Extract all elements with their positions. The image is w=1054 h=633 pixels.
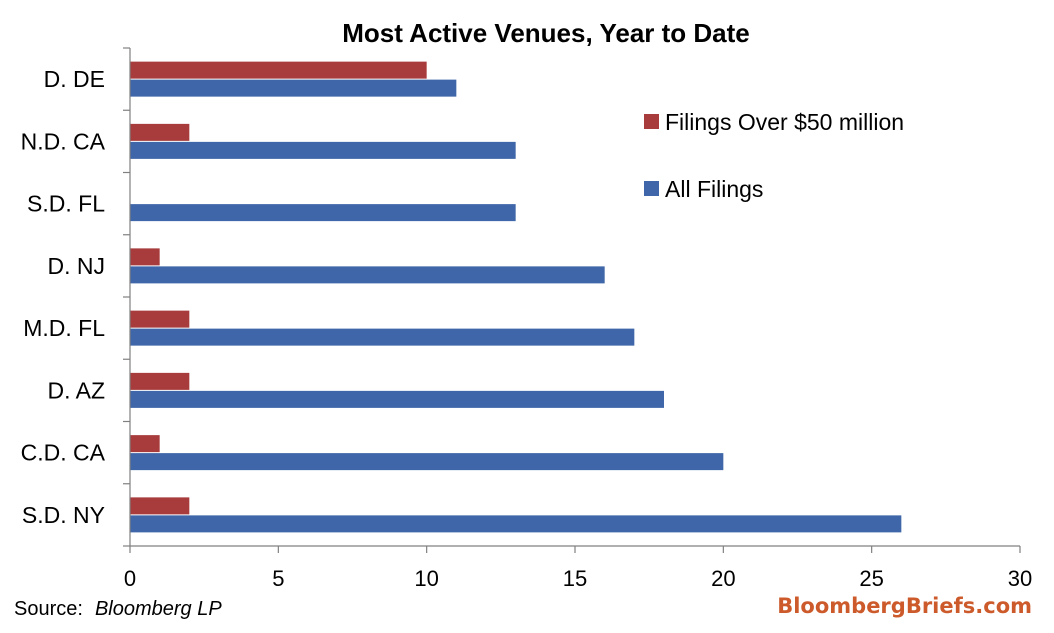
category-label: D. DE [44,66,105,92]
bar-over-50m-5 [130,372,190,390]
x-tick-label: 25 [859,566,883,591]
brand-watermark: BloombergBriefs.com [777,594,1032,618]
bar-over-50m-3 [130,248,160,266]
bar-all-filings-3 [130,266,605,284]
bar-over-50m-4 [130,310,190,328]
bar-all-filings-2 [130,204,516,222]
legend-label-over-50m: Filings Over $50 million [665,109,904,135]
category-label: S.D. FL [27,191,105,217]
bar-all-filings-6 [130,453,724,471]
bar-over-50m-6 [130,435,160,453]
chart-title: Most Active Venues, Year to Date [342,18,750,48]
legend: Filings Over $50 million All Filings [644,109,904,202]
x-tick-label: 10 [414,566,438,591]
category-label: N.D. CA [21,128,106,154]
bar-over-50m-1 [130,123,190,141]
category-label: S.D. NY [22,502,105,528]
category-label: D. AZ [47,377,105,403]
bar-all-filings-1 [130,141,516,159]
x-tick-label: 30 [1008,566,1032,591]
bar-all-filings-4 [130,328,635,346]
legend-label-all-filings: All Filings [665,176,763,202]
bar-all-filings-5 [130,390,664,408]
source-note: Source: Bloomberg LP [14,598,222,620]
category-label: M.D. FL [23,315,105,341]
bar-over-50m-7 [130,497,190,515]
bar-all-filings-7 [130,515,902,533]
axes-group: D. DE N.D. CA S.D. FL D. NJ M.D. FL D. AZ C.D.… [21,47,1032,591]
x-tick-label: 0 [124,566,136,591]
bar-over-50m-0 [130,61,427,79]
bars-group [130,61,902,533]
legend-swatch-all-filings [644,181,659,196]
category-label: D. NJ [48,253,106,279]
legend-swatch-over-50m [644,114,659,129]
bar-all-filings-0 [130,79,457,97]
x-tick-label: 20 [711,566,735,591]
source-name: Bloomberg LP [95,598,222,620]
category-label: C.D. CA [21,440,106,466]
x-tick-label: 5 [272,566,284,591]
x-tick-label: 15 [563,566,587,591]
source-label: Source: [14,598,83,620]
